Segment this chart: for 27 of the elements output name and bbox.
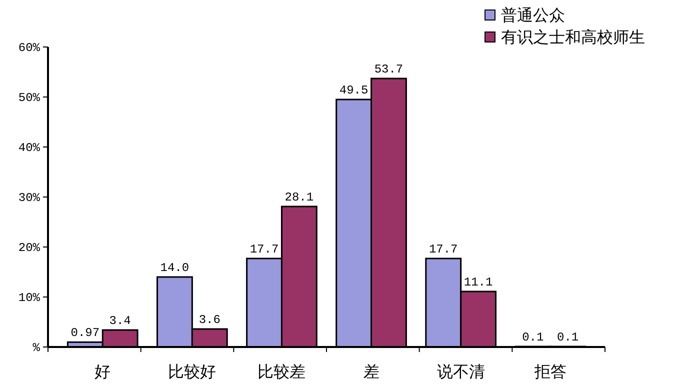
x-tick-label: 拒答 [533,362,566,381]
y-tick-label: 30% [18,191,41,206]
y-tick-label: 20% [18,241,41,256]
data-label: 14.0 [160,261,190,275]
data-label: 28.1 [284,190,314,204]
x-tick-label: 比较好 [168,362,216,381]
data-label: 17.7 [428,242,458,256]
legend-label: 普通公众 [501,6,565,25]
data-label: 3.4 [109,314,131,328]
y-tick-label: % [32,341,41,356]
legend-label: 有识之士和高校师生 [501,28,645,47]
x-tick-label: 说不清 [436,362,485,381]
y-tick-label: 60% [18,41,41,56]
y-tick-label: 40% [18,141,41,156]
x-tick-label: 差 [363,362,380,381]
data-label: 11.1 [464,276,493,290]
y-tick-label: 10% [18,291,41,306]
data-label: 0.1 [557,330,579,344]
y-tick-label: 50% [18,91,41,106]
data-label: 0.97 [70,326,100,340]
x-tick-label: 好 [94,362,111,381]
data-label: 49.5 [339,84,368,98]
data-label: 53.7 [374,62,404,76]
data-label: 17.7 [250,242,279,256]
data-label: 3.6 [198,313,220,327]
data-label: 0.1 [522,330,544,344]
x-tick-label: 比较差 [258,362,306,381]
